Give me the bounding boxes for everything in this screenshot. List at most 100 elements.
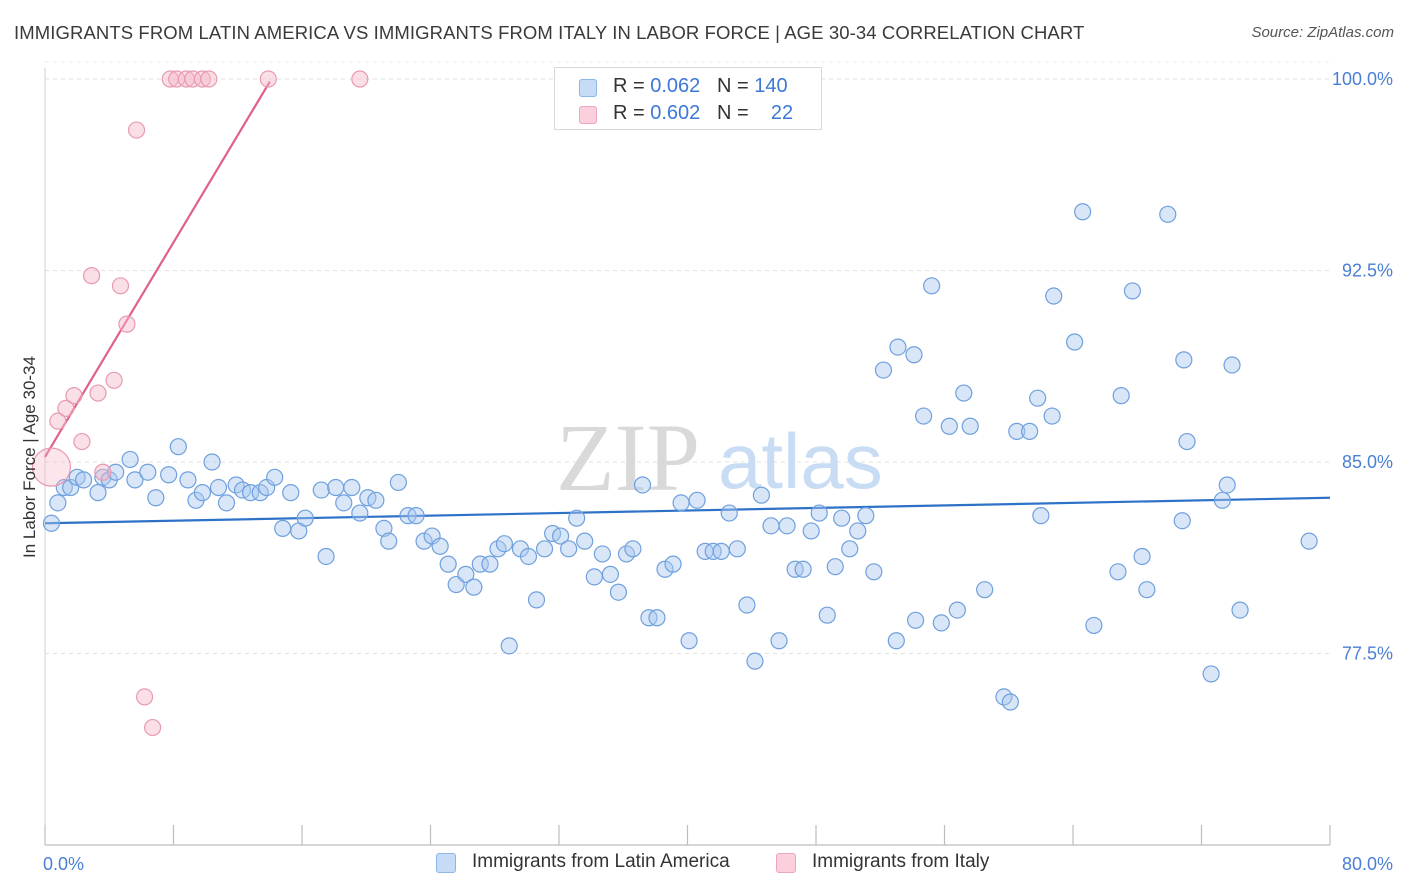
point-italy bbox=[49, 412, 67, 430]
point-latin-america bbox=[609, 583, 628, 601]
trend-line-italy bbox=[44, 80, 271, 458]
point-italy bbox=[144, 718, 162, 737]
point-latin-america bbox=[481, 555, 499, 573]
n-value: 140 bbox=[754, 75, 788, 97]
point-latin-america bbox=[217, 494, 236, 512]
r-label: R = bbox=[613, 102, 651, 124]
point-latin-america bbox=[746, 652, 764, 670]
n-label: N = bbox=[716, 75, 755, 97]
legend-swatch-latin-america bbox=[436, 853, 456, 873]
point-latin-america bbox=[209, 478, 228, 497]
point-latin-america bbox=[1109, 563, 1127, 581]
point-latin-america bbox=[169, 438, 187, 456]
point-latin-america bbox=[961, 417, 979, 435]
trend-lines bbox=[44, 80, 1331, 525]
point-italy bbox=[57, 399, 75, 417]
point-latin-america bbox=[500, 637, 518, 655]
point-latin-america bbox=[126, 471, 144, 489]
point-latin-america bbox=[1173, 512, 1191, 530]
r-value: 0.602 bbox=[650, 102, 701, 124]
point-latin-america bbox=[688, 491, 706, 509]
trend-line-latin-america bbox=[44, 496, 1331, 525]
point-latin-america bbox=[312, 481, 330, 499]
point-italy bbox=[200, 70, 218, 88]
gridlines bbox=[45, 61, 1330, 654]
point-latin-america bbox=[762, 517, 780, 535]
n-value: 22 bbox=[770, 102, 794, 124]
legend-label-latin-america: Immigrants from Latin America bbox=[472, 851, 730, 872]
point-italy bbox=[89, 384, 107, 402]
point-latin-america bbox=[576, 532, 594, 550]
point-italy bbox=[82, 267, 101, 285]
point-latin-america bbox=[1001, 693, 1019, 711]
watermark: ZIP atlas bbox=[556, 404, 883, 511]
point-latin-america bbox=[431, 537, 449, 555]
point-latin-america bbox=[923, 277, 941, 295]
point-latin-america bbox=[874, 361, 893, 379]
point-latin-america bbox=[728, 540, 746, 558]
point-latin-america bbox=[1138, 581, 1156, 599]
point-latin-america bbox=[841, 540, 859, 558]
point-italy bbox=[259, 70, 277, 88]
point-latin-america bbox=[1213, 491, 1231, 509]
point-latin-america bbox=[1178, 432, 1196, 451]
point-italy bbox=[135, 688, 154, 706]
point-latin-america bbox=[1085, 616, 1103, 635]
point-latin-america bbox=[519, 547, 538, 566]
point-latin-america bbox=[335, 494, 353, 512]
point-latin-america bbox=[1223, 356, 1241, 374]
point-latin-america bbox=[712, 542, 730, 560]
point-latin-america bbox=[624, 540, 642, 558]
point-latin-america bbox=[203, 453, 221, 471]
y-tick-label: 77.5% bbox=[1342, 644, 1393, 664]
point-italy bbox=[105, 371, 123, 389]
point-latin-america bbox=[274, 519, 292, 537]
point-italy bbox=[351, 70, 369, 88]
x-tick-label: 0.0% bbox=[43, 854, 84, 874]
point-latin-america bbox=[905, 346, 923, 364]
source-label: Source: ZipAtlas.com bbox=[1251, 24, 1394, 41]
point-latin-america bbox=[242, 484, 260, 502]
point-latin-america bbox=[121, 450, 139, 469]
point-latin-america bbox=[407, 507, 425, 525]
point-latin-america bbox=[1008, 422, 1026, 440]
point-latin-america bbox=[74, 471, 93, 489]
point-latin-america bbox=[42, 514, 61, 532]
point-italy bbox=[127, 121, 146, 139]
point-latin-america bbox=[1021, 422, 1039, 440]
point-latin-america bbox=[1300, 532, 1318, 550]
point-latin-america bbox=[1218, 476, 1236, 494]
point-latin-america bbox=[826, 558, 844, 576]
series-italy bbox=[31, 70, 369, 737]
point-latin-america bbox=[738, 596, 756, 614]
point-latin-america bbox=[849, 522, 867, 540]
r-value: 0.062 bbox=[650, 75, 701, 97]
point-latin-america bbox=[327, 478, 345, 497]
point-latin-america bbox=[1123, 282, 1142, 300]
point-latin-america bbox=[439, 555, 457, 573]
point-latin-america bbox=[940, 417, 958, 435]
point-latin-america bbox=[49, 494, 67, 512]
point-latin-america bbox=[471, 555, 489, 573]
point-latin-america bbox=[351, 504, 369, 522]
point-latin-america bbox=[672, 494, 690, 512]
point-latin-america bbox=[465, 578, 483, 596]
point-italy bbox=[65, 387, 83, 405]
point-latin-america bbox=[1032, 507, 1050, 525]
point-latin-america bbox=[389, 473, 407, 492]
point-latin-america bbox=[889, 338, 907, 356]
point-latin-america bbox=[317, 547, 335, 566]
point-latin-america bbox=[932, 614, 950, 632]
legend-swatch-italy bbox=[579, 106, 597, 124]
point-latin-america bbox=[380, 532, 398, 550]
point-latin-america bbox=[1231, 601, 1249, 619]
y-tick-label: 100.0% bbox=[1332, 69, 1393, 89]
point-italy bbox=[94, 463, 112, 481]
point-italy bbox=[73, 432, 91, 451]
point-latin-america bbox=[367, 491, 385, 509]
point-latin-america bbox=[160, 466, 178, 484]
point-latin-america bbox=[343, 478, 361, 497]
y-axis-label: In Labor Force | Age 30-34 bbox=[20, 356, 39, 558]
legend-label-italy: Immigrants from Italy bbox=[812, 851, 990, 872]
point-latin-america bbox=[833, 509, 851, 527]
